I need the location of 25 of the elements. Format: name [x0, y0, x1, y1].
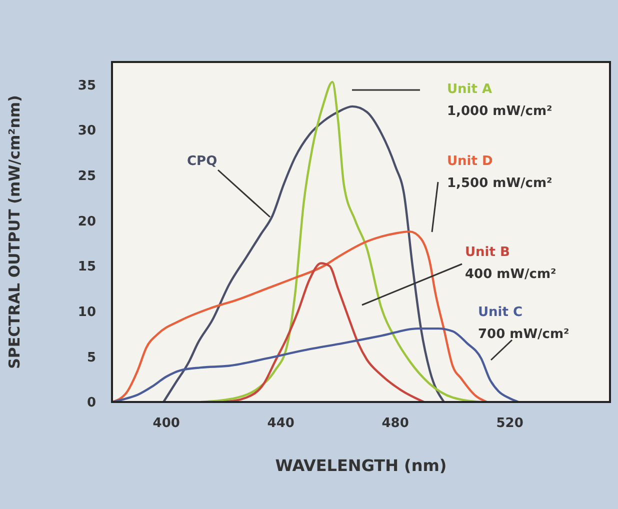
- x-tick-label: 480: [382, 416, 409, 432]
- annotation: 400 mW/cm²: [465, 267, 556, 282]
- y-tick-label: 20: [78, 214, 96, 230]
- y-axis-title: SPECTRAL OUTPUT (mW/cm²nm): [5, 95, 24, 369]
- text: CPQ: [187, 154, 218, 169]
- line-series: [222, 262, 426, 402]
- y-tick-label: 15: [78, 260, 96, 275]
- y-tick-label: 30: [78, 124, 96, 139]
- y-tick-label: 0: [86, 396, 96, 411]
- line-series: [162, 105, 446, 402]
- x-tick-label: 440: [267, 416, 294, 432]
- annotation: 1,000 mW/cm²: [447, 104, 552, 119]
- x-tick-label: 520: [496, 416, 524, 432]
- series-label: Unit C: [478, 305, 523, 320]
- annotation: 1,500 mW/cm²: [447, 176, 552, 191]
- y-tick-label: 10: [78, 304, 96, 320]
- x-tick-label: 400: [152, 416, 180, 432]
- text: Unit D: [447, 154, 494, 169]
- y-tick-label: 5: [86, 350, 96, 366]
- text: Unit B: [465, 245, 510, 260]
- text: Unit A: [447, 82, 492, 97]
- annotation: 700 mW/cm²: [478, 327, 570, 342]
- y-tick-label: 25: [78, 168, 96, 184]
- x-axis-title: WAVELENGTH (nm): [275, 456, 447, 475]
- y-tick-label: 35: [78, 78, 96, 94]
